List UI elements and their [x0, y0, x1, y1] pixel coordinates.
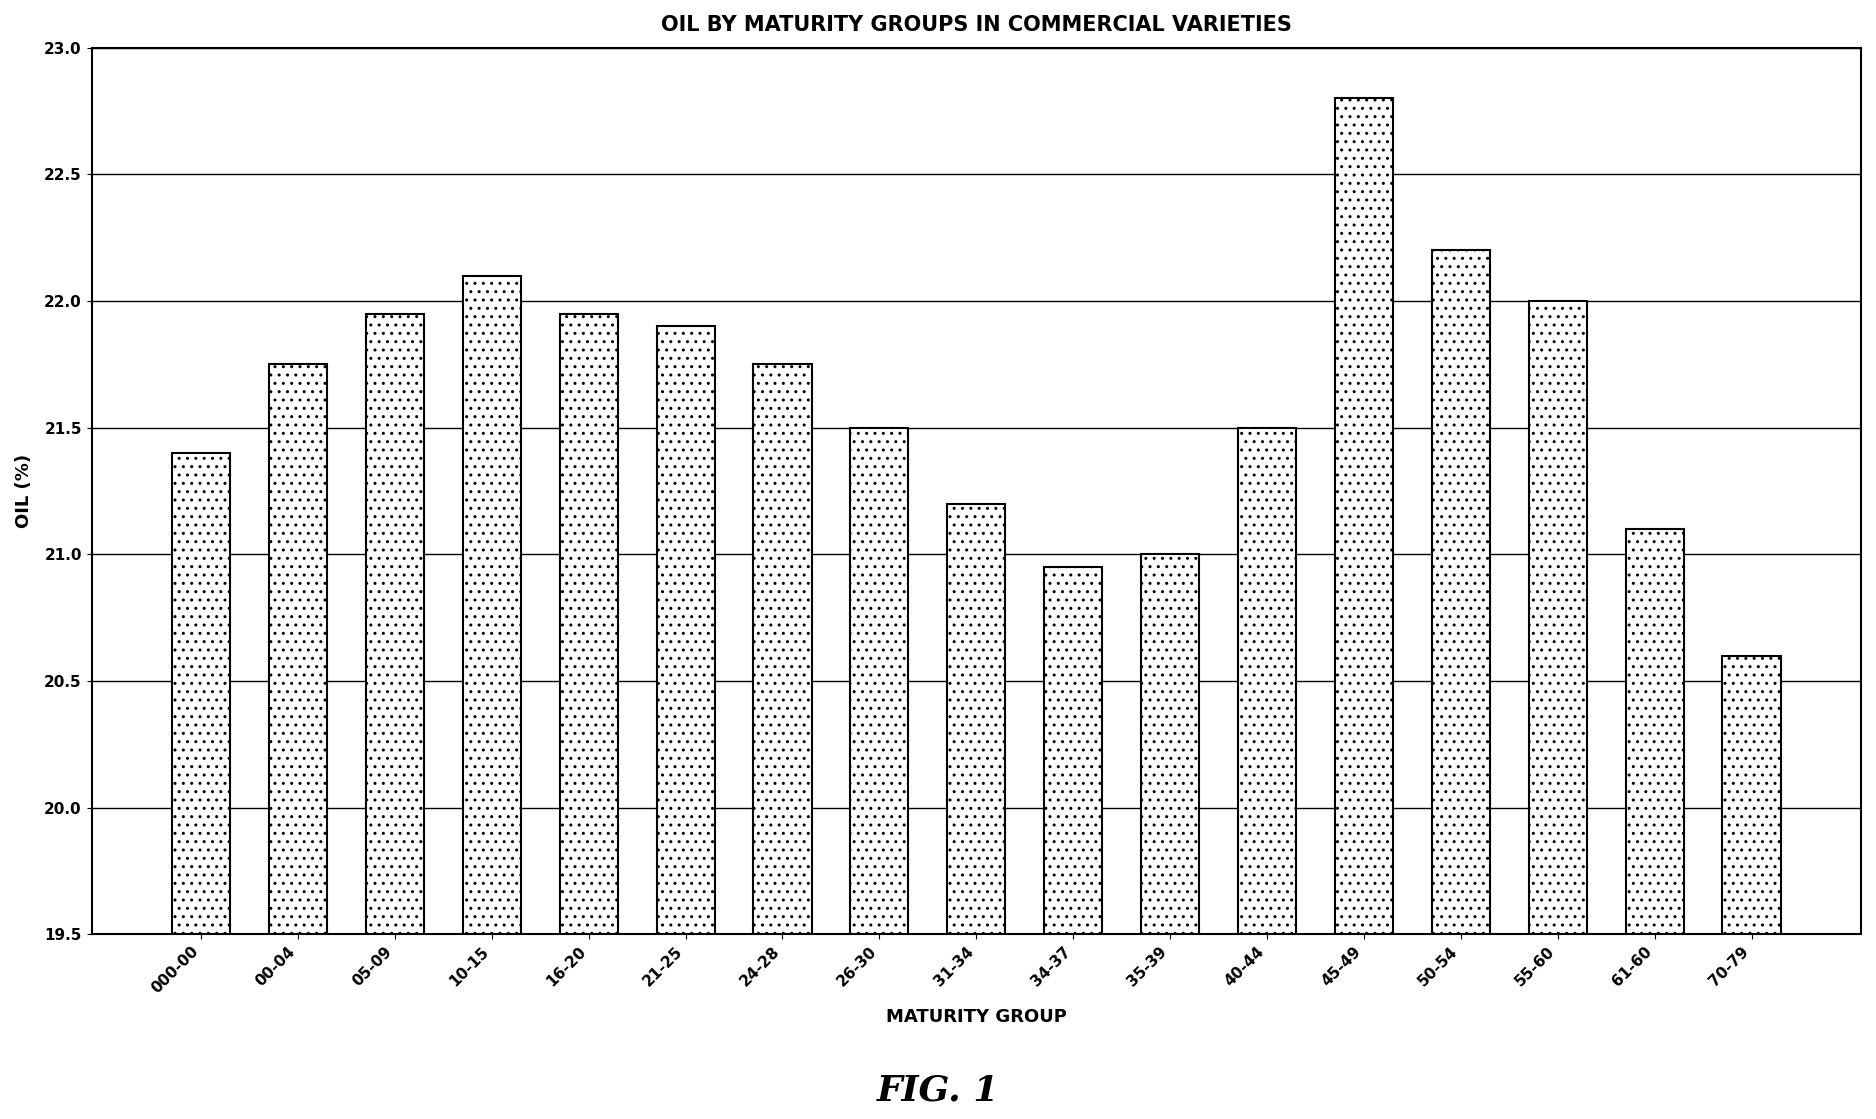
Bar — [947, 504, 1006, 934]
Text: FIG. 1: FIG. 1 — [876, 1074, 1000, 1108]
X-axis label: MATURITY GROUP: MATURITY GROUP — [885, 1008, 1067, 1026]
Bar — [463, 275, 522, 934]
Bar — [1045, 567, 1103, 934]
Bar — [1238, 427, 1296, 934]
Bar — [754, 365, 812, 934]
Bar — [1529, 301, 1587, 934]
Bar — [657, 327, 715, 934]
Bar — [1722, 656, 1780, 934]
Bar — [173, 453, 231, 934]
Bar — [1336, 98, 1394, 934]
Bar — [268, 365, 326, 934]
Bar — [1141, 554, 1199, 934]
Bar — [850, 427, 908, 934]
Y-axis label: OIL (%): OIL (%) — [15, 454, 34, 528]
Bar — [559, 313, 617, 934]
Bar — [366, 313, 424, 934]
Bar — [1625, 529, 1683, 934]
Title: OIL BY MATURITY GROUPS IN COMMERCIAL VARIETIES: OIL BY MATURITY GROUPS IN COMMERCIAL VAR… — [660, 15, 1293, 35]
Bar — [1431, 251, 1490, 934]
